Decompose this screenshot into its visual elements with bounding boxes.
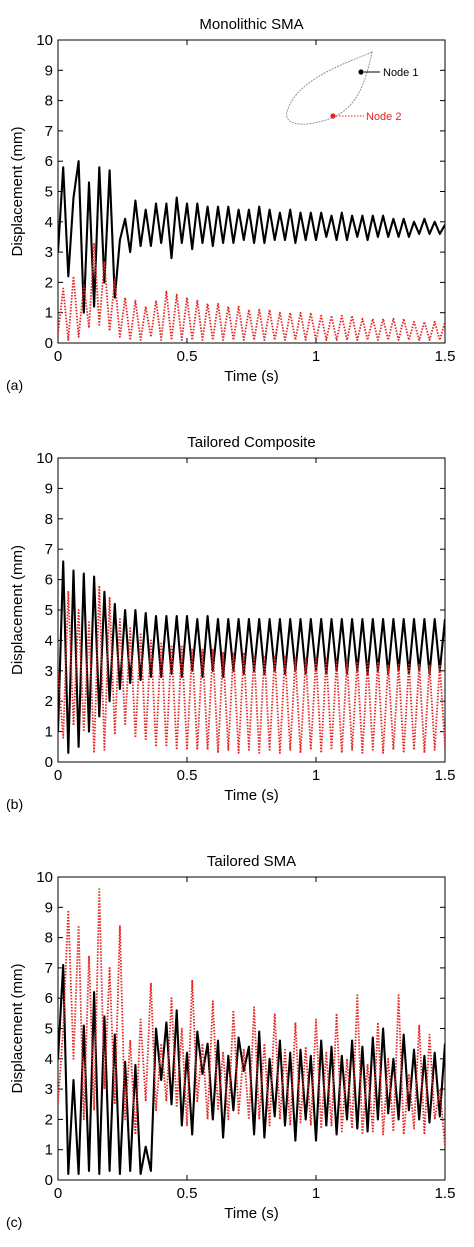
x-tick-label: 1.5: [435, 767, 456, 784]
x-tick-label: 0.5: [177, 1185, 198, 1202]
series-line-2: [58, 888, 445, 1147]
y-tick-label: 6: [45, 990, 53, 1007]
chart-title: Monolithic SMA: [199, 16, 303, 33]
panel-label: (c): [6, 1214, 22, 1230]
chart-title: Tailored SMA: [207, 853, 296, 870]
y-tick-label: 9: [45, 899, 53, 916]
panel-label: (b): [6, 796, 23, 812]
series-line-node-1: [58, 160, 445, 314]
y-tick-label: 8: [45, 93, 53, 110]
y-tick-label: 8: [45, 930, 53, 947]
y-tick-label: 3: [45, 1081, 53, 1098]
chart-title: Tailored Composite: [187, 434, 315, 451]
plot-area: [57, 39, 446, 344]
x-tick-label: 0: [54, 1185, 62, 1202]
y-tick-label: 7: [45, 541, 53, 558]
node-1-marker: [358, 69, 364, 75]
y-axis-label: Displacement (mm): [9, 545, 26, 675]
x-tick-label: 1: [312, 767, 320, 784]
y-tick-label: 9: [45, 62, 53, 79]
x-tick-label: 1.5: [435, 1185, 456, 1202]
y-tick-label: 4: [45, 1051, 53, 1068]
x-axis-label: Time (s): [224, 1205, 278, 1222]
y-tick-label: 6: [45, 572, 53, 589]
x-tick-label: 0: [54, 767, 62, 784]
y-tick-label: 1: [45, 305, 53, 322]
series-line-1: [58, 560, 445, 754]
y-tick-label: 7: [45, 960, 53, 977]
y-tick-label: 10: [36, 869, 53, 886]
x-axis-label: Time (s): [224, 368, 278, 385]
y-tick-label: 2: [45, 693, 53, 710]
y-tick-label: 4: [45, 632, 53, 649]
legend: Node 1 Node 2: [286, 51, 418, 125]
y-tick-label: 2: [45, 1111, 53, 1128]
node-2-marker: [330, 113, 336, 119]
x-tick-label: 1: [312, 348, 320, 365]
y-tick-label: 5: [45, 1021, 53, 1038]
chart-panel-2: Tailored Composite 0 1 2 3 4 5 6 7 8 9 10 0 0.5 1 1.5 Ti…: [6, 434, 455, 812]
y-tick-label: 3: [45, 663, 53, 680]
y-tick-label: 0: [45, 1172, 53, 1189]
chart-panel-3: Tailored SMA 0 1 2 3 4 5 6 7 8 9 10 0 0.5 1 1.5 Time (s)…: [6, 853, 455, 1230]
y-tick-label: 7: [45, 123, 53, 140]
inset-loop-outline: [286, 51, 373, 125]
y-tick-label: 10: [36, 450, 53, 467]
x-tick-label: 0: [54, 348, 62, 365]
x-tick-label: 1: [312, 1185, 320, 1202]
y-tick-label: 1: [45, 724, 53, 741]
x-axis-label: Time (s): [224, 787, 278, 804]
x-tick-label: 0.5: [177, 767, 198, 784]
y-tick-label: 1: [45, 1142, 53, 1159]
y-tick-label: 6: [45, 153, 53, 170]
y-axis-label: Displacement (mm): [9, 963, 26, 1093]
y-tick-label: 2: [45, 274, 53, 291]
legend-entry-node-2: Node 2: [366, 111, 401, 123]
y-tick-label: 4: [45, 214, 53, 231]
y-tick-label: 3: [45, 244, 53, 261]
y-tick-label: 5: [45, 184, 53, 201]
y-tick-label: 0: [45, 754, 53, 771]
plot-area: [57, 876, 446, 1181]
y-axis-label: Displacement (mm): [9, 126, 26, 256]
legend-entry-node-1: Node 1: [383, 67, 418, 79]
chart-panel-1: Monolithic SMA 0 1 2 3 4 5 6 7 8 9 10 0 0.5 1 1.5 Time (…: [6, 16, 455, 393]
x-tick-label: 1.5: [435, 348, 456, 365]
y-tick-label: 5: [45, 602, 53, 619]
series-line-1: [58, 963, 445, 1175]
y-tick-label: 10: [36, 32, 53, 49]
series-line-2: [58, 584, 445, 754]
y-tick-label: 8: [45, 511, 53, 528]
panel-label: (a): [6, 377, 23, 393]
x-tick-label: 0.5: [177, 348, 198, 365]
y-tick-label: 0: [45, 335, 53, 352]
y-tick-label: 9: [45, 480, 53, 497]
